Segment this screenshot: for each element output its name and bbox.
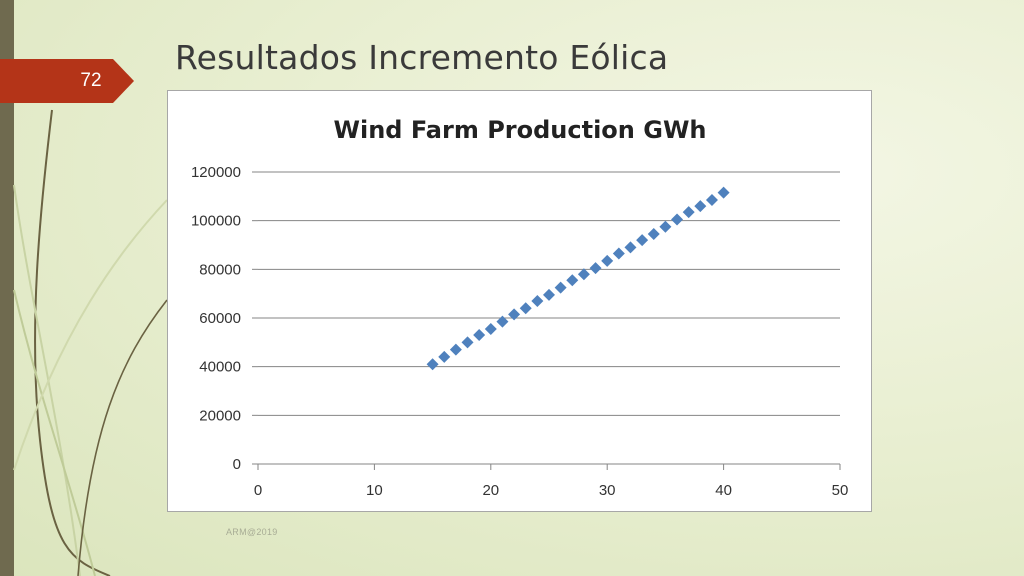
slide-left-bar: [0, 0, 14, 576]
data-point: [647, 228, 660, 241]
footer-text: ARM@2019: [226, 527, 278, 537]
slide-title: Resultados Incremento Eólica: [175, 38, 669, 77]
x-tick-label: 30: [599, 482, 616, 499]
data-point: [543, 288, 555, 301]
x-axis-ticks: 0 10 20 30 40 50: [254, 482, 849, 499]
vine-line-2: [13, 184, 81, 576]
decorative-vines: [13, 109, 168, 576]
chart-title: Wind Farm Production GWh: [334, 116, 707, 144]
page-number: 72: [80, 70, 102, 91]
chart-gridlines: [258, 171, 840, 416]
data-point: [461, 336, 474, 349]
y-tick-label: 0: [233, 456, 241, 473]
data-point: [473, 329, 486, 342]
x-tick-label: 0: [254, 482, 262, 499]
y-tick-label: 80000: [199, 261, 241, 278]
data-point: [636, 234, 649, 247]
page-number-tag: [0, 59, 134, 103]
data-point: [601, 254, 614, 267]
y-tick-label: 120000: [191, 164, 241, 181]
vine-line-3: [13, 289, 96, 576]
data-point: [484, 322, 497, 335]
vine-line-1: [34, 109, 111, 576]
data-point: [438, 350, 451, 363]
y-axis-ticks: 0 20000 40000 60000 80000 100000 120000: [191, 164, 241, 473]
data-point: [554, 281, 567, 294]
y-tick-label: 60000: [199, 310, 241, 327]
data-point: [612, 247, 625, 260]
vine-line-4: [77, 299, 168, 576]
chart: Wind Farm Production GWh 0 20000 40000 6000…: [191, 116, 849, 499]
x-tick-label: 50: [832, 482, 849, 499]
chart-frame: Wind Farm Production GWh 0 20000 40000 6000…: [167, 90, 872, 512]
data-point: [682, 206, 695, 219]
data-point: [519, 302, 532, 315]
data-point: [566, 274, 579, 287]
data-point: [659, 220, 672, 233]
x-tick-label: 20: [482, 482, 499, 499]
data-point: [496, 315, 509, 328]
data-point: [589, 262, 602, 275]
y-tick-label: 40000: [199, 359, 241, 376]
y-tick-label: 20000: [199, 407, 241, 424]
x-tick-label: 10: [366, 482, 383, 499]
data-point: [449, 343, 462, 356]
data-point: [426, 358, 439, 371]
data-point: [671, 213, 684, 226]
data-point: [624, 241, 637, 254]
data-point: [717, 186, 730, 199]
chart-axes: [252, 171, 841, 470]
data-points: [426, 186, 730, 371]
data-point: [531, 294, 544, 307]
data-point: [694, 200, 707, 213]
data-point: [705, 193, 718, 206]
data-point: [577, 268, 590, 281]
vine-line-5: [13, 199, 168, 471]
data-point: [508, 308, 521, 321]
x-tick-label: 40: [715, 482, 732, 499]
y-tick-label: 100000: [191, 213, 241, 230]
